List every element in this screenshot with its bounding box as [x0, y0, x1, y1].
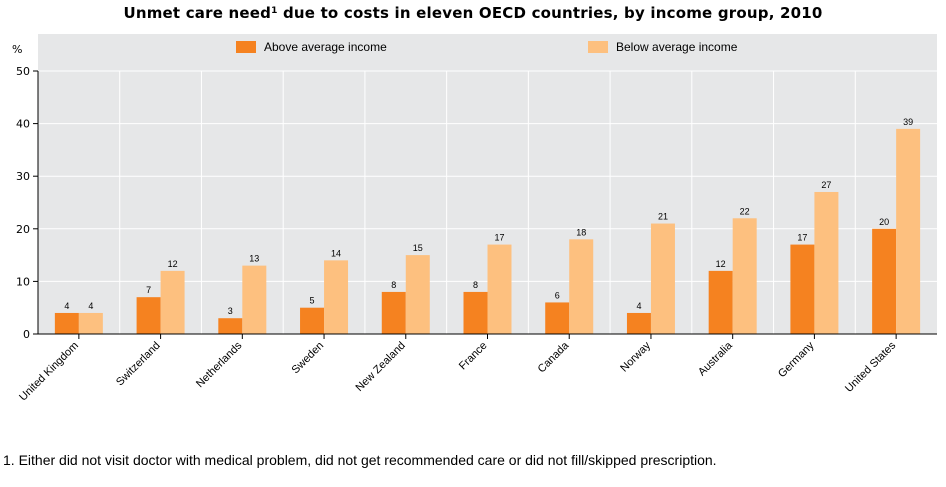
bar-value-label: 8: [473, 280, 478, 290]
bar: [54, 312, 79, 334]
x-category-label: New Zealand: [354, 340, 408, 394]
x-category-label: Netherlands: [194, 339, 245, 390]
bar: [218, 318, 243, 334]
bar: [790, 244, 815, 334]
bar: [381, 291, 406, 334]
x-category-label: United Kingdom: [17, 340, 81, 404]
x-category-label: Germany: [776, 339, 817, 380]
bar-value-label: 14: [331, 248, 341, 258]
bar: [872, 228, 897, 334]
bar: [545, 302, 570, 334]
bar-value-label: 17: [494, 233, 504, 243]
bar: [708, 270, 733, 334]
legend-label: Above average income: [264, 40, 387, 54]
bar: [136, 297, 161, 334]
bar: [569, 239, 594, 334]
bar: [463, 291, 488, 334]
bar-value-label: 4: [636, 301, 641, 311]
bar: [242, 265, 267, 334]
bar-chart: 0 10 20 30 40 50% 4 4 United Kingdom 7 12 Switzerla…: [12, 34, 937, 404]
x-category-label: Australia: [696, 339, 735, 378]
bar: [78, 312, 103, 334]
y-tick-label: 0: [23, 328, 30, 341]
chart-footnote: 1. Either did not visit doctor with medi…: [3, 452, 717, 468]
bar-value-label: 22: [740, 206, 750, 216]
bar: [324, 260, 349, 334]
bar-value-label: 15: [413, 243, 423, 253]
x-category-label: Sweden: [290, 340, 327, 377]
bar-value-label: 17: [797, 233, 807, 243]
chart-title-rest: due to costs in eleven OECD countries, b…: [277, 4, 823, 22]
x-category-label: United States: [843, 339, 899, 395]
bar: [650, 223, 675, 334]
y-tick-label: 20: [16, 223, 30, 236]
bar: [300, 307, 325, 334]
legend-swatch: [236, 41, 256, 53]
chart-title: Unmet care need1 due to costs in eleven …: [0, 4, 946, 22]
x-category-label: Switzerland: [114, 340, 163, 389]
bar-value-label: 6: [555, 290, 560, 300]
bar-value-label: 8: [391, 280, 396, 290]
bar-value-label: 21: [658, 212, 668, 222]
bar: [896, 128, 921, 334]
y-tick-label: 50: [16, 65, 30, 78]
y-tick-label: 10: [16, 275, 30, 288]
bar-value-label: 18: [576, 227, 586, 237]
bar-value-label: 12: [716, 259, 726, 269]
legend-label: Below average income: [616, 40, 738, 54]
x-category-label: France: [457, 340, 490, 373]
bar-value-label: 39: [903, 117, 913, 127]
chart-title-footnote-mark: 1: [271, 6, 278, 16]
bar-value-label: 13: [249, 254, 259, 264]
x-category-label: Canada: [536, 339, 572, 375]
bar-value-label: 7: [146, 285, 151, 295]
bar-value-label: 4: [88, 301, 93, 311]
chart-title-main: Unmet care need: [123, 4, 272, 22]
bar: [626, 312, 651, 334]
bar-value-label: 27: [821, 180, 831, 190]
bar: [487, 244, 512, 334]
bar: [160, 270, 185, 334]
bar-value-label: 12: [168, 259, 178, 269]
bar: [405, 255, 430, 334]
bar: [732, 218, 757, 334]
y-tick-label: 30: [16, 170, 30, 183]
legend-swatch: [588, 41, 608, 53]
bar-value-label: 4: [64, 301, 69, 311]
bar-value-label: 20: [879, 217, 889, 227]
bar: [814, 191, 839, 334]
bar-value-label: 3: [228, 306, 233, 316]
y-tick-label: 40: [16, 118, 30, 131]
x-category-label: Norway: [618, 339, 653, 374]
bar-value-label: 5: [310, 296, 315, 306]
y-axis-unit-label: %: [12, 43, 22, 56]
